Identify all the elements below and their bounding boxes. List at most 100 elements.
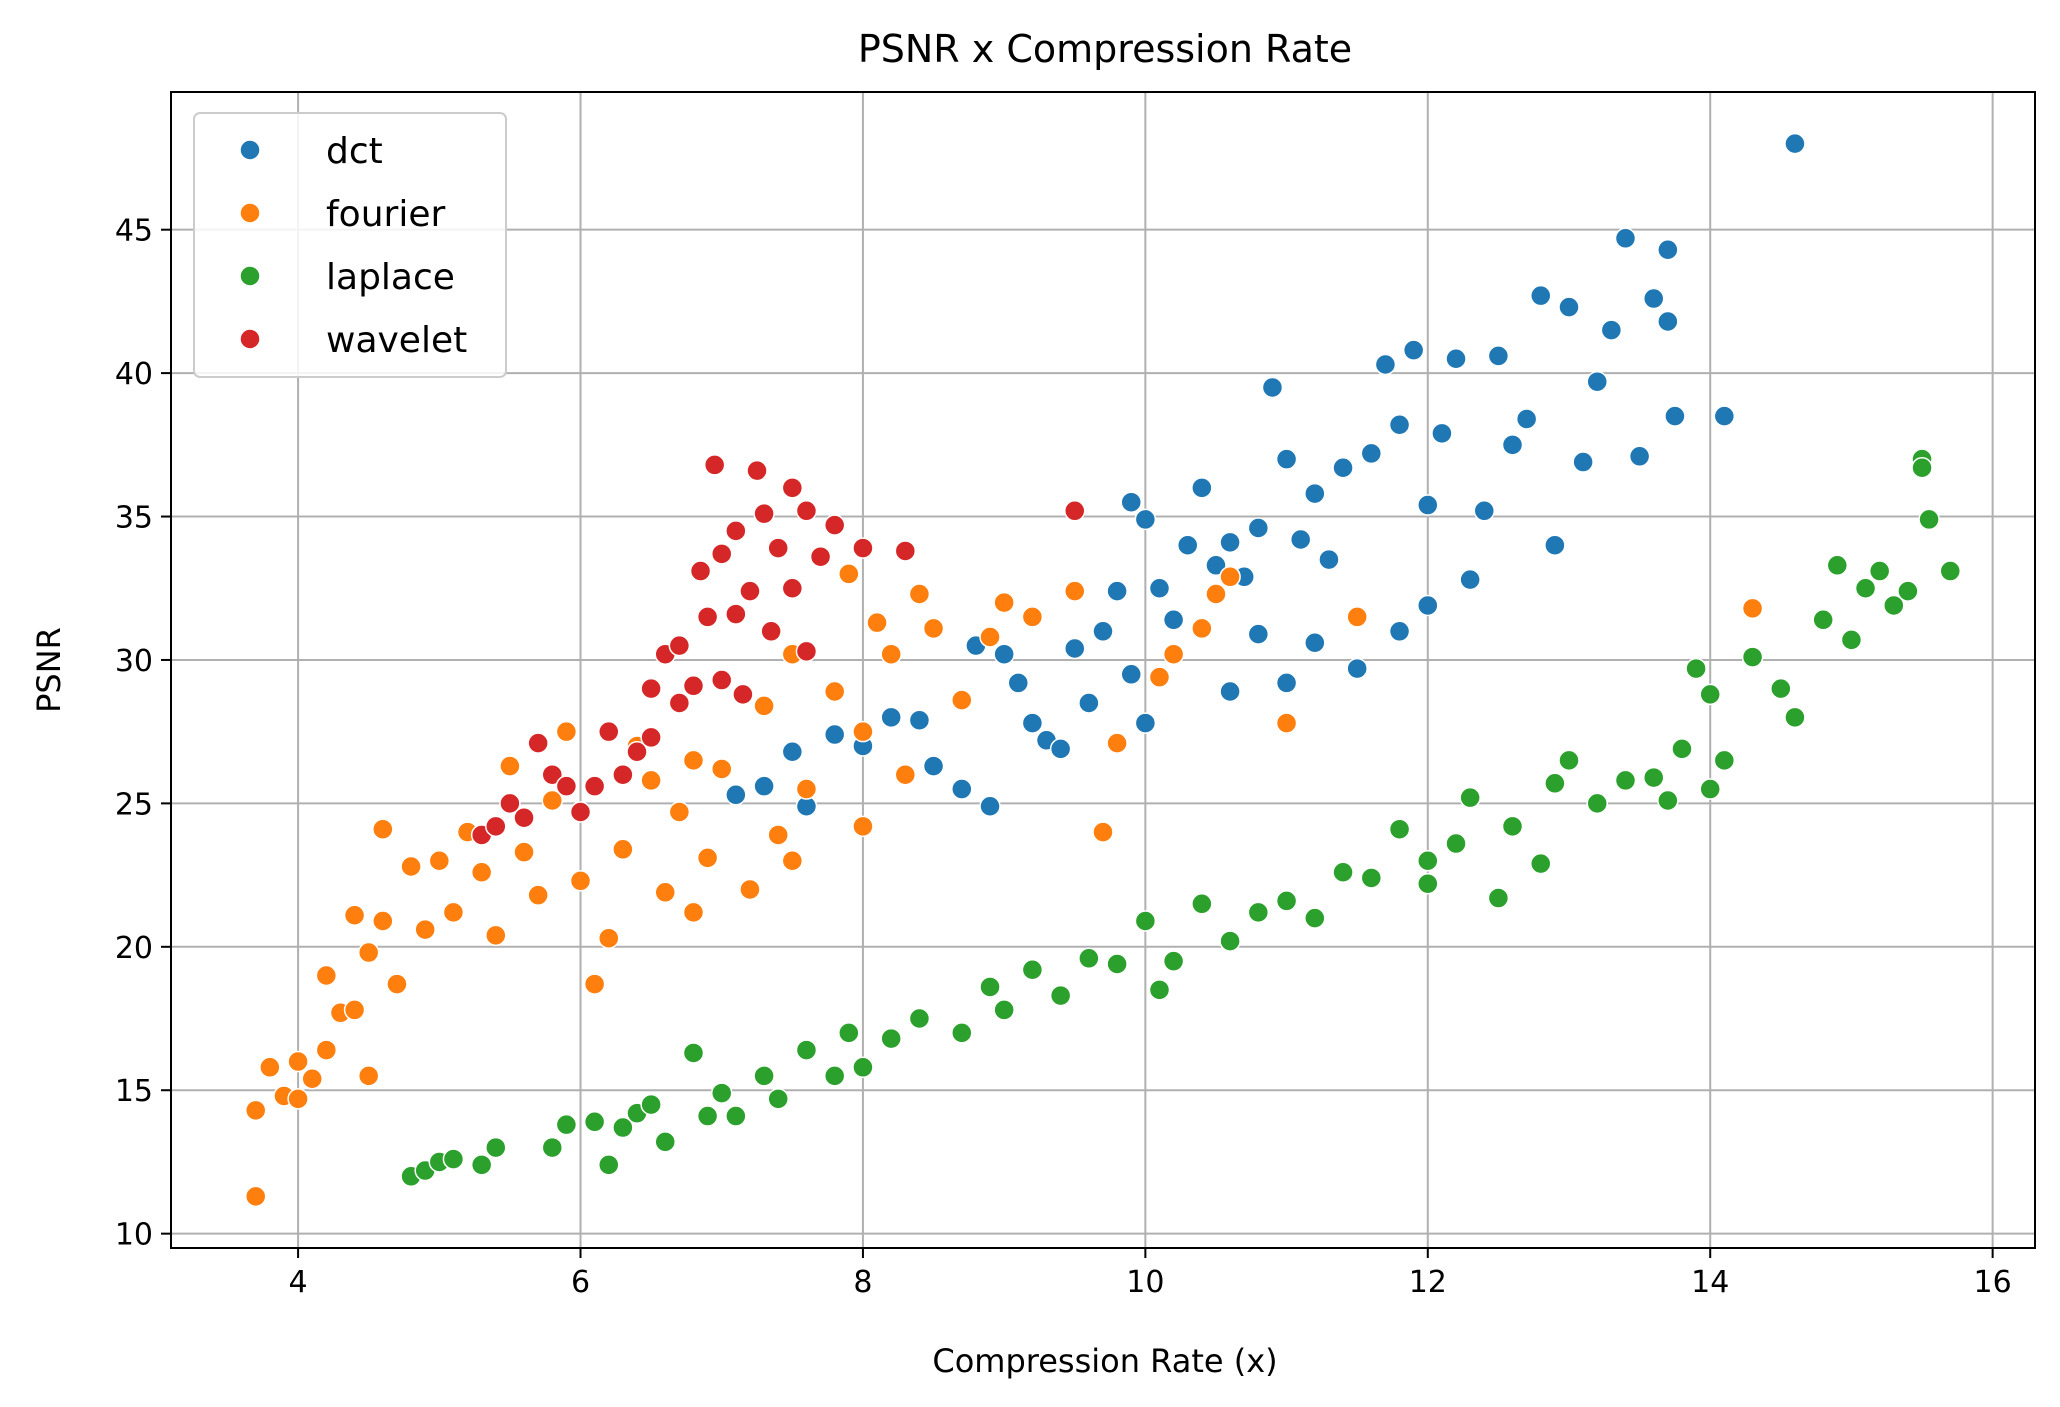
wavelet-point [739,580,761,602]
laplace-point [1897,580,1919,602]
wavelet-point [795,500,818,522]
y-tick-label: 35 [115,501,153,536]
fourier-point [823,680,846,703]
fourier-point [739,878,761,901]
laplace-point [880,1027,902,1050]
dct-point [1572,451,1594,473]
fourier-point [1021,606,1044,628]
wavelet-point [598,720,620,743]
dct-point [1134,712,1157,734]
wavelet-point [710,669,733,691]
fourier-point [470,861,493,883]
wavelet-point [823,514,846,536]
laplace-point [1148,979,1171,1001]
laplace-point [710,1082,733,1104]
fourier-point [1346,606,1368,628]
legend-marker [239,328,261,350]
laplace-point [583,1111,606,1133]
legend-marker [239,265,261,287]
wavelet-point [781,477,804,499]
dct-point [1431,422,1453,445]
laplace-point [682,1042,705,1064]
dct-point [1473,500,1496,522]
dct-point [1092,620,1114,643]
wavelet-point [612,763,634,786]
laplace-point [1826,554,1849,577]
fourier-point [287,1088,309,1110]
dct-point [1417,594,1439,617]
laplace-point [442,1148,465,1170]
fourier-point [1219,566,1241,588]
dct-point [1318,548,1340,571]
fourier-point [244,1185,267,1208]
dct-point [993,643,1015,665]
dct-point [951,778,973,800]
wavelet-point [569,801,592,823]
y-axis-label: PSNR [30,627,68,713]
laplace-point [1360,867,1383,889]
laplace-point [993,999,1015,1021]
series-dct [725,132,1806,818]
fourier-point [682,749,705,772]
dct-point [1558,296,1580,318]
laplace-point [1642,766,1665,789]
laplace-point [767,1088,789,1110]
laplace-point [1219,930,1241,952]
fourier-point [1064,580,1086,602]
y-axis-ticks: 10 15 20 25 30 35 40 45 [115,214,171,1253]
dct-point [823,723,846,746]
laplace-point [979,976,1001,998]
laplace-point [951,1022,973,1044]
wavelet-point [555,775,578,797]
laplace-point [1049,984,1072,1007]
fourier-point [428,850,451,872]
laplace-point [1657,789,1679,812]
dct-point [1289,528,1312,551]
dct-point [1657,239,1679,261]
wavelet-point [795,640,818,663]
dct-point [1304,482,1326,505]
wavelet-point [541,763,564,786]
laplace-point [598,1154,620,1176]
wavelet-point [732,683,754,706]
wavelet-point [626,741,648,763]
dct-point [1205,554,1227,577]
laplace-point [1388,818,1411,840]
fourier-point [668,801,691,823]
wavelet-point [668,634,691,657]
series-wavelet [470,454,1086,846]
dct-point [1304,631,1326,654]
laplace-point [852,1056,874,1079]
wavelet-point [894,540,917,562]
laplace-point [1487,887,1510,909]
fourier-point [852,815,874,838]
dct-point [1219,680,1241,703]
legend-entry-laplace: laplace [239,257,455,298]
wavelet-point [725,520,747,542]
wavelet-point [499,792,521,815]
x-tick-label: 10 [1126,1265,1164,1300]
wavelet-point [689,560,712,582]
fourier-point [259,1056,281,1079]
wavelet-point [1064,500,1086,522]
dct-point [1021,712,1044,734]
dct-point [1600,319,1623,341]
fourier-point [640,769,662,792]
fourier-point [838,563,860,585]
dct-point [908,709,931,731]
laplace-point [1544,772,1566,795]
legend-label: laplace [326,257,455,298]
dct-point [1247,517,1270,539]
fourier-point [315,1039,338,1061]
y-tick-label: 15 [115,1074,153,1109]
fourier-point [612,838,634,861]
fourier-point [485,924,507,947]
dct-point [1713,405,1736,427]
laplace-point [725,1105,747,1127]
fourier-point [287,1050,309,1073]
legend: dct fourier laplace wavelet [193,112,507,378]
laplace-point [1275,890,1298,912]
laplace-point [1417,872,1439,895]
laplace-point [1586,792,1608,815]
wavelet-point [725,603,747,625]
